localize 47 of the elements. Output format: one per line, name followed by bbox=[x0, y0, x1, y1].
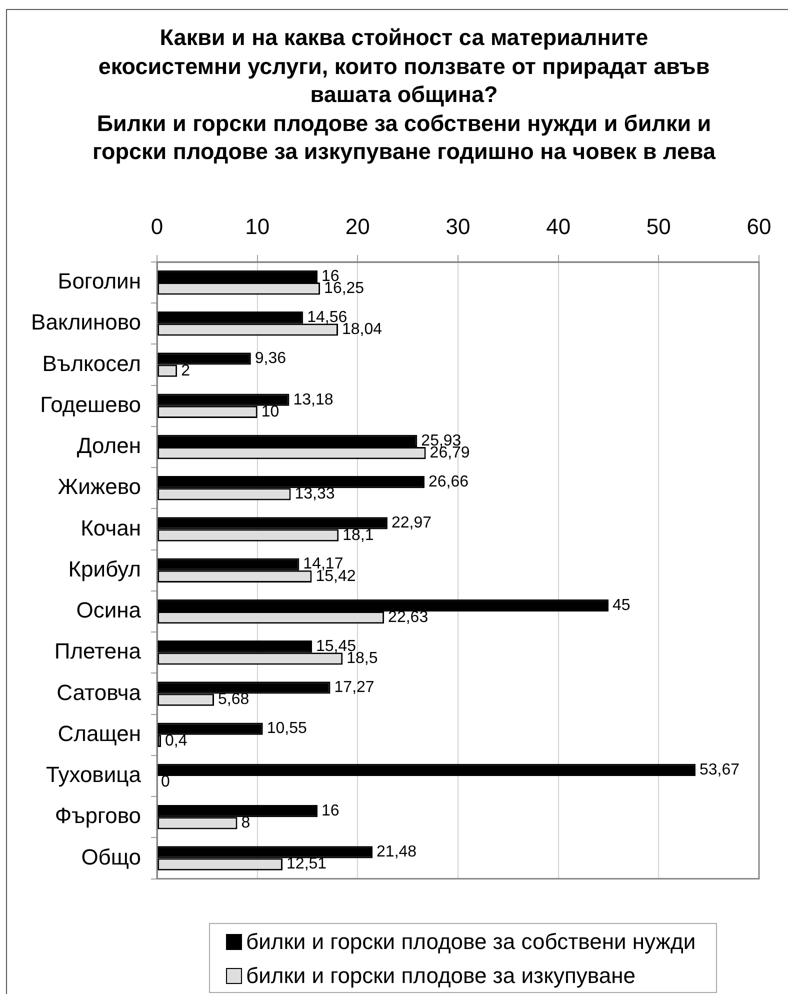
y-tick-label: Фъргово bbox=[54, 803, 141, 828]
data-label: 18,04 bbox=[342, 321, 382, 338]
y-tick-label: Осина bbox=[76, 598, 142, 623]
x-tick-label: 30 bbox=[446, 214, 470, 239]
data-label: 22,63 bbox=[388, 608, 428, 626]
x-tick-label: 40 bbox=[546, 214, 571, 239]
y-tick-label: Плетена bbox=[54, 638, 142, 664]
chart-subtitle: Билки и горски плодове за собствени нужди и билки и горски плодове за изкупуване годишно на човек в лева bbox=[91, 110, 717, 166]
data-label: 16 bbox=[322, 802, 340, 820]
data-label: 13,33 bbox=[294, 486, 335, 503]
data-label: 18,1 bbox=[342, 526, 374, 544]
y-tick-label: Туховица bbox=[46, 762, 142, 788]
legend-label: билки и горски плодове за собствени нужди bbox=[246, 929, 696, 955]
y-tick-label: Крибул bbox=[68, 556, 141, 582]
y-tick-label: Боголин bbox=[58, 268, 141, 294]
data-label: 0,4 bbox=[165, 732, 188, 750]
data-label: 22,97 bbox=[391, 514, 432, 532]
data-label: 53,67 bbox=[699, 761, 740, 778]
chart-title: Какви и на каква стойност са материалните екосистемни услуги, които ползвате от прирадат авъв вашата община? bbox=[97, 24, 711, 109]
data-label: 2 bbox=[181, 362, 190, 380]
data-label: 17,27 bbox=[334, 679, 374, 696]
data-label: 45 bbox=[612, 596, 630, 614]
data-label: 10 bbox=[261, 403, 280, 420]
y-tick-label: Общо bbox=[81, 844, 141, 870]
data-label: 10,55 bbox=[266, 720, 307, 738]
data-label: 0 bbox=[161, 773, 170, 790]
data-label: 18,5 bbox=[346, 650, 378, 668]
data-label: 13,18 bbox=[293, 391, 334, 408]
legend-label: билки и горски плодове за изкупуване bbox=[246, 963, 636, 989]
y-tick-label: Долен bbox=[76, 433, 141, 458]
data-label: 26,79 bbox=[430, 444, 470, 462]
x-tick-label: 20 bbox=[345, 214, 370, 239]
x-tick-label: 0 bbox=[150, 214, 164, 239]
y-tick-label: Сатовча bbox=[56, 680, 142, 705]
y-tick-label: Жижево bbox=[58, 474, 141, 500]
x-tick-label: 60 bbox=[746, 214, 772, 239]
data-label: 9,36 bbox=[254, 350, 286, 368]
y-tick-label: Кочан bbox=[80, 515, 141, 540]
data-label: 8 bbox=[241, 814, 250, 832]
data-label: 21,48 bbox=[376, 844, 417, 861]
data-label: 26,66 bbox=[428, 474, 469, 490]
x-tick-label: 10 bbox=[245, 214, 270, 239]
y-tick-label: Вълкосел bbox=[42, 350, 141, 376]
x-tick-label: 50 bbox=[646, 214, 671, 239]
y-tick-label: Годешево bbox=[40, 392, 141, 417]
y-tick-label: Ваклиново bbox=[31, 310, 141, 335]
y-tick-label: Слащен bbox=[58, 720, 141, 746]
